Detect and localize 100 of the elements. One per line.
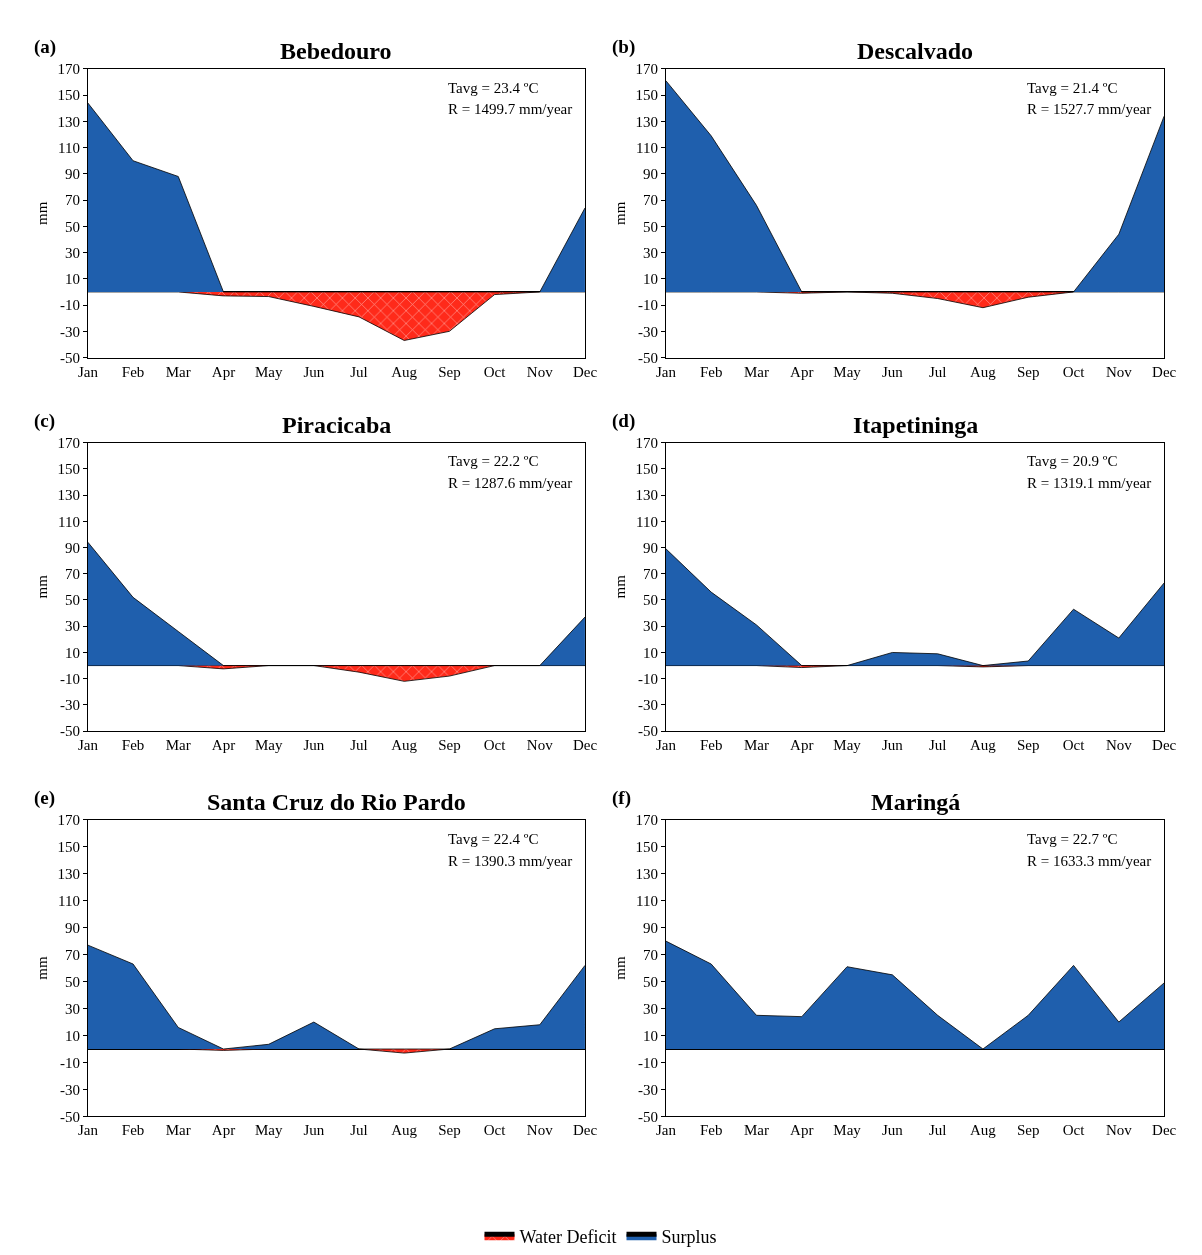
x-tick-label: Jun xyxy=(881,363,904,380)
x-tick-label: Sep xyxy=(1016,363,1040,380)
x-tick-label: May xyxy=(833,1122,862,1139)
x-tick-label: Feb xyxy=(121,737,145,754)
y-tick-label: -50 xyxy=(637,349,658,366)
x-tick-label: Sep xyxy=(438,737,461,754)
text: (e) xyxy=(34,787,56,809)
x-tick-label: Mar xyxy=(743,363,769,380)
y-tick-label: 130 xyxy=(635,487,658,504)
annotation: Tavg = 22.2 ºC xyxy=(448,453,539,469)
x-tick-label: May xyxy=(833,737,862,754)
x-tick-label: Feb xyxy=(699,737,723,754)
y-tick-label: 90 xyxy=(64,166,80,183)
y-tick-label: 30 xyxy=(64,1000,80,1017)
y-tick-label: -30 xyxy=(59,697,80,714)
y-tick-label: 110 xyxy=(57,513,80,530)
chart-title: Santa Cruz do Rio Pardo xyxy=(207,789,466,815)
y-tick-label: 70 xyxy=(64,946,80,963)
legend-label: Water Deficit xyxy=(519,1227,617,1248)
x-tick-label: Nov xyxy=(526,737,554,754)
x-tick-label: Aug xyxy=(391,1122,418,1139)
y-tick-label: 70 xyxy=(642,565,658,582)
x-tick-label: Dec xyxy=(1152,363,1177,380)
y-tick-label: -30 xyxy=(59,1081,80,1098)
x-tick-label: May xyxy=(254,363,283,380)
x-tick-label: Oct xyxy=(1062,363,1086,380)
x-tick-label: Jun xyxy=(881,1122,904,1139)
x-tick-label: Apr xyxy=(211,737,236,754)
y-tick-label: 50 xyxy=(64,218,80,235)
x-tick-label: Jul xyxy=(928,737,947,754)
x-tick-label: Oct xyxy=(1062,737,1086,754)
y-tick-label: 110 xyxy=(635,139,658,156)
x-tick-label: Oct xyxy=(483,363,507,380)
y-tick-label: 90 xyxy=(642,166,658,183)
annotation: R = 1390.3 mm/year xyxy=(448,853,573,869)
y-axis-title: mm xyxy=(611,956,628,980)
x-tick-label: Apr xyxy=(211,1122,236,1139)
x-tick-label: Jan xyxy=(655,737,677,754)
x-tick-label: Mar xyxy=(165,1122,191,1139)
chart-title: Bebedouro xyxy=(280,38,392,64)
legend-label: Surplus xyxy=(661,1227,717,1248)
annotation: R = 1527.7 mm/year xyxy=(1027,101,1152,117)
y-tick-label: 10 xyxy=(64,1027,80,1044)
y-tick-label: 150 xyxy=(57,838,80,855)
text: (a) xyxy=(34,36,57,58)
y-tick-label: 30 xyxy=(64,618,80,635)
y-tick-label: 30 xyxy=(642,1000,658,1017)
y-tick-label: 50 xyxy=(642,218,658,235)
x-tick-label: Dec xyxy=(572,1122,598,1139)
y-tick-label: 30 xyxy=(642,244,658,261)
y-tick-label: -50 xyxy=(637,1108,658,1125)
text: (b) xyxy=(612,36,636,58)
y-tick-label: -30 xyxy=(637,323,658,340)
x-tick-label: Sep xyxy=(1016,737,1040,754)
y-tick-label: 110 xyxy=(57,892,80,909)
y-tick-label: 110 xyxy=(635,513,658,530)
x-tick-label: Jan xyxy=(655,1122,677,1139)
annotation: Tavg = 22.4 ºC xyxy=(448,831,539,847)
x-tick-label: May xyxy=(254,737,283,754)
y-tick-label: 50 xyxy=(642,592,658,609)
x-tick-label: Dec xyxy=(1152,1122,1177,1139)
y-tick-label: -50 xyxy=(59,723,80,740)
y-tick-label: 50 xyxy=(642,973,658,990)
y-axis-title: mm xyxy=(33,956,50,980)
chart-title: Maringá xyxy=(871,789,961,815)
x-tick-label: Mar xyxy=(165,363,191,380)
annotation: Tavg = 22.7 ºC xyxy=(1027,831,1118,847)
y-tick-label: 150 xyxy=(635,461,658,478)
y-axis-title: mm xyxy=(33,574,50,599)
annotation: R = 1287.6 mm/year xyxy=(448,475,573,491)
y-axis-title: mm xyxy=(611,574,628,599)
x-tick-label: Dec xyxy=(572,363,598,380)
x-tick-label: Nov xyxy=(1105,363,1133,380)
y-tick-label: 150 xyxy=(57,461,80,478)
y-tick-label: -30 xyxy=(637,1081,658,1098)
x-tick-label: Mar xyxy=(743,1122,769,1139)
y-tick-label: 130 xyxy=(635,865,658,882)
y-tick-label: 130 xyxy=(57,865,80,882)
y-tick-label: 170 xyxy=(57,61,80,78)
y-tick-label: -10 xyxy=(637,297,658,314)
x-tick-label: Nov xyxy=(526,1122,554,1139)
x-tick-label: Nov xyxy=(1105,737,1133,754)
y-tick-label: -30 xyxy=(637,697,658,714)
chart-title: Itapetininga xyxy=(853,412,979,438)
annotation: Tavg = 23.4 ºC xyxy=(448,80,539,96)
x-tick-label: Aug xyxy=(970,363,997,380)
x-tick-label: Sep xyxy=(438,1122,461,1139)
x-tick-label: Jun xyxy=(303,737,325,754)
x-tick-label: Jun xyxy=(303,1122,325,1139)
chart-title: Descalvado xyxy=(857,38,973,64)
y-tick-label: 10 xyxy=(642,1027,658,1044)
x-tick-label: Jan xyxy=(77,1122,99,1139)
y-tick-label: 30 xyxy=(642,618,658,635)
y-tick-label: 130 xyxy=(635,113,658,130)
annotation: Tavg = 20.9 ºC xyxy=(1027,453,1118,469)
x-tick-label: Feb xyxy=(121,363,145,380)
y-tick-label: 50 xyxy=(64,973,80,990)
x-tick-label: Sep xyxy=(1016,1122,1040,1139)
x-tick-label: Dec xyxy=(1152,737,1177,754)
y-tick-label: -30 xyxy=(59,323,80,340)
